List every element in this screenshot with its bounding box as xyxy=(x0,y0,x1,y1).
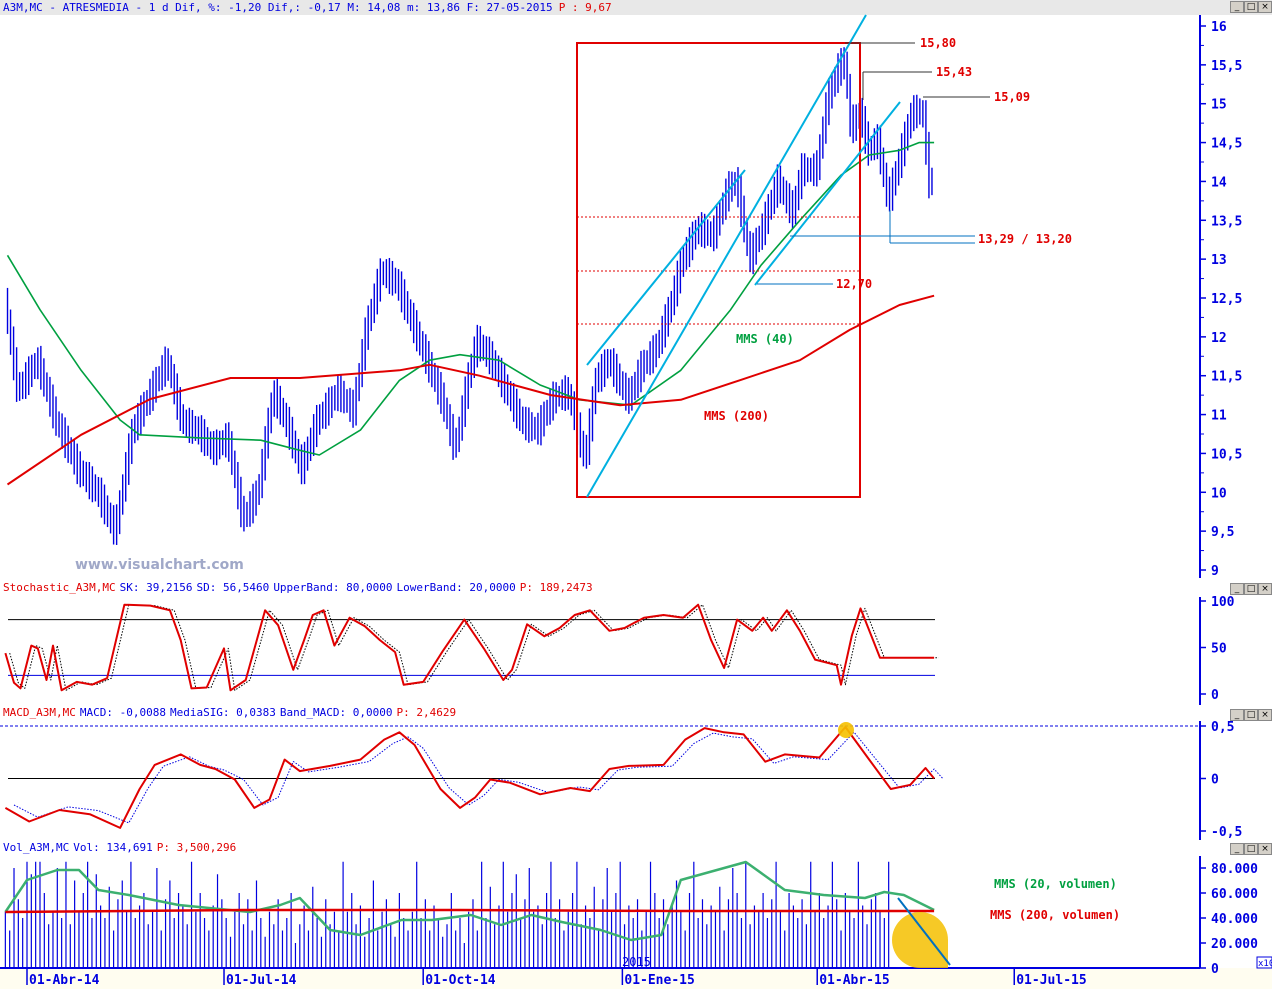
y-tick-label: 10,5 xyxy=(1211,447,1242,462)
stoch-name: Stochastic_A3M,MC xyxy=(3,581,116,594)
stoch-lower: LowerBand: 20,0000 xyxy=(397,581,516,594)
y-tick-label: 12,5 xyxy=(1211,292,1242,307)
trend-channel-upper xyxy=(586,169,746,366)
y-tick-label: 0 xyxy=(1211,962,1219,977)
minimize-button[interactable]: _ xyxy=(1230,843,1244,855)
vol-p: P: 3,500,296 xyxy=(157,841,236,854)
close-button[interactable]: × xyxy=(1258,709,1272,721)
y-tick-label: 11 xyxy=(1211,409,1227,424)
year-marker: 2015 xyxy=(622,955,651,969)
close-button[interactable]: × xyxy=(1258,1,1272,13)
vol-mms200-line xyxy=(5,908,935,914)
y-tick-label: 11,5 xyxy=(1211,370,1242,385)
maximize-button[interactable]: □ xyxy=(1244,1,1258,13)
y-tick-label: 15 xyxy=(1211,98,1227,113)
y-tick-label: 0 xyxy=(1211,773,1219,788)
maximize-button[interactable]: □ xyxy=(1244,709,1258,721)
chart-title: A3M,MC - ATRESMEDIA - 1 d Dif, %: -1,20 … xyxy=(3,1,612,14)
label-1580: 15,80 xyxy=(920,36,956,50)
y-tick-label: 20.000 xyxy=(1211,937,1258,952)
title-p-value: P : 9,67 xyxy=(559,1,612,14)
macd-legend: MACD_A3M,MC MACD: -0,0088 MediaSIG: 0,0383… xyxy=(3,706,456,719)
label-vol-mms20: MMS (20, volumen) xyxy=(994,877,1117,891)
label-mms40: MMS (40) xyxy=(736,332,794,346)
close-button[interactable]: × xyxy=(1258,843,1272,855)
y-tick-label: 60.000 xyxy=(1211,887,1258,902)
macd-value: MACD: -0,0088 xyxy=(80,706,166,719)
macd-signal-line xyxy=(13,731,944,824)
volume-trend-line xyxy=(897,897,951,966)
mms200-line xyxy=(6,294,935,486)
y-tick-label: 13 xyxy=(1211,253,1227,268)
y-tick-label: 0,5 xyxy=(1211,720,1234,735)
x-tick-label: 01-Abr-15 xyxy=(819,973,889,988)
x-tick-label: 01-Ene-15 xyxy=(624,973,694,988)
y-tick-label: 12 xyxy=(1211,331,1227,346)
minimize-button[interactable]: _ xyxy=(1230,1,1244,13)
analysis-annotations: 15,80 15,43 15,09 13,29 / 13,20 12,70 MM… xyxy=(75,14,1120,969)
close-button[interactable]: × xyxy=(1258,583,1272,595)
y-tick-label: 40.000 xyxy=(1211,912,1258,927)
stoch-p: P: 189,2473 xyxy=(520,581,593,594)
macd-line xyxy=(4,726,935,829)
x-tick-label: 01-Oct-14 xyxy=(425,973,496,988)
label-vol-mms200: MMS (200, volumen) xyxy=(990,908,1120,922)
volume-highlight xyxy=(892,912,948,968)
maximize-button[interactable]: □ xyxy=(1244,843,1258,855)
label-1509: 15,09 xyxy=(994,90,1030,104)
stoch-sk: SK: 39,2156 xyxy=(120,581,193,594)
stoch-legend: Stochastic_A3M,MC SK: 39,2156 SD: 56,5460 U… xyxy=(3,581,593,594)
title-text: A3M,MC - ATRESMEDIA - 1 d Dif, %: -1,20 … xyxy=(3,1,553,14)
y-tick-label: 9,5 xyxy=(1211,525,1234,540)
y-tick-label: 14,5 xyxy=(1211,137,1242,152)
minimize-button[interactable]: _ xyxy=(1230,709,1244,721)
macd-p: P: 2,4629 xyxy=(397,706,457,719)
y-tick-label: 80.000 xyxy=(1211,862,1258,877)
label-mms200: MMS (200) xyxy=(704,409,769,423)
date-axis xyxy=(0,968,1272,989)
y-tick-label: -0,5 xyxy=(1211,825,1242,840)
x-tick-label: 01-Jul-14 xyxy=(226,973,297,988)
macd-highlight xyxy=(838,722,854,738)
vol-name: Vol_A3M,MC xyxy=(3,841,69,854)
label-1543: 15,43 xyxy=(936,65,972,79)
maximize-button[interactable]: □ xyxy=(1244,583,1258,595)
label-1329-1320: 13,29 / 13,20 xyxy=(978,232,1072,246)
title-bar xyxy=(0,0,1272,15)
vol-unit-label: x10 xyxy=(1258,959,1272,969)
vol-mms20-line xyxy=(4,860,935,942)
stoch-sk-line xyxy=(4,603,935,692)
y-tick-label: 50 xyxy=(1211,642,1227,657)
y-tick-label: 15,5 xyxy=(1211,59,1242,74)
vol-value: Vol: 134,691 xyxy=(73,841,152,854)
x-tick-label: 01-Abr-14 xyxy=(29,973,100,988)
trend-line-support xyxy=(754,101,901,286)
y-tick-label: 100 xyxy=(1211,595,1235,610)
label-1270: 12,70 xyxy=(836,277,872,291)
vol-unit-box xyxy=(1256,956,1272,969)
y-tick-label: 13,5 xyxy=(1211,214,1242,229)
stoch-sd: SD: 56,5460 xyxy=(196,581,269,594)
y-tick-label: 14 xyxy=(1211,175,1227,190)
y-tick-label: 9 xyxy=(1211,564,1219,579)
y-tick-label: 10 xyxy=(1211,486,1227,501)
stoch-sd-line xyxy=(9,604,939,691)
stoch-upper: UpperBand: 80,0000 xyxy=(273,581,392,594)
trend-channel-lower xyxy=(586,14,867,498)
mms40-line xyxy=(6,141,935,456)
macd-name: MACD_A3M,MC xyxy=(3,706,76,719)
macd-band: Band_MACD: 0,0000 xyxy=(280,706,393,719)
watermark: www.visualchart.com xyxy=(75,557,244,573)
x-tick-label: 01-Jul-15 xyxy=(1016,973,1086,988)
macd-sig: MediaSIG: 0,0383 xyxy=(170,706,276,719)
range-box xyxy=(576,42,861,498)
y-tick-label: 16 xyxy=(1211,20,1227,35)
y-tick-label: 0 xyxy=(1211,688,1219,703)
minimize-button[interactable]: _ xyxy=(1230,583,1244,595)
vol-legend: Vol_A3M,MC Vol: 134,691 P: 3,500,296 xyxy=(3,841,236,854)
